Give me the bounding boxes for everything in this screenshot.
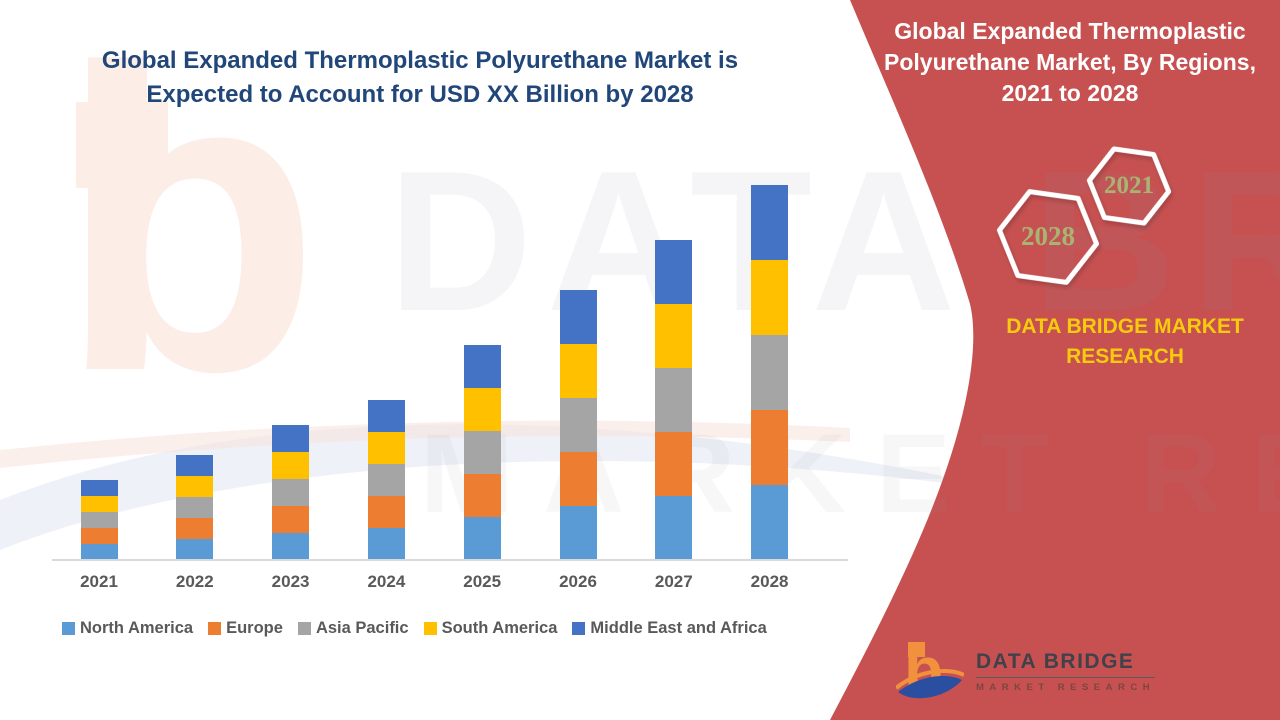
x-axis-label-2022: 2022 — [175, 572, 214, 591]
hexagon-2028 — [996, 189, 1100, 285]
bar-segment-2025-middle-east-and-africa — [463, 345, 501, 388]
bar-segment-2025-asia-pacific — [463, 431, 501, 474]
bar-segment-2028-asia-pacific — [751, 335, 789, 410]
bar-segment-2025-europe — [463, 474, 501, 517]
x-axis-label-2026: 2026 — [559, 572, 597, 591]
bar-segment-2023-middle-east-and-africa — [272, 425, 310, 452]
bar-segment-2021-south-america — [80, 496, 118, 512]
bar-segment-2026-south-america — [559, 344, 597, 398]
legend-swatch-north-america — [62, 622, 75, 635]
watermark-text-data-bridge: DATA BRIDGE — [388, 130, 1280, 353]
bar-segment-2024-europe — [367, 496, 405, 528]
side-panel-heading: Global Expanded Thermoplastic Polyuretha… — [884, 18, 1256, 106]
bar-segment-2025-north-america — [463, 517, 501, 560]
legend-item-north-america: North America — [62, 619, 193, 638]
x-axis-label-2021: 2021 — [80, 572, 118, 591]
bar-segment-2022-europe — [176, 518, 214, 539]
legend-swatch-middle-east-and-africa — [572, 622, 586, 635]
bar-segment-2021-north-america — [80, 544, 118, 560]
chart-legend: North America Europe Asia Pacific South Ame… — [62, 619, 767, 638]
bar-segment-2023-asia-pacific — [272, 479, 310, 506]
legend-label-south-america: South America — [441, 619, 558, 637]
bar-segment-2022-middle-east-and-africa — [176, 455, 214, 476]
bar-segment-2028-middle-east-and-africa — [751, 185, 789, 260]
legend-item-middle-east-and-africa: Middle East and Africa — [572, 619, 767, 638]
badge-year-2021: 2021 — [1104, 172, 1154, 199]
bar-segment-2026-north-america — [559, 506, 597, 560]
x-axis-label-2023: 2023 — [271, 572, 310, 591]
bar-segment-2026-middle-east-and-africa — [559, 290, 597, 344]
bar-segment-2023-europe — [272, 506, 310, 533]
data-bridge-logo-icon: b — [894, 634, 965, 708]
bar-segment-2021-middle-east-and-africa — [80, 480, 118, 496]
bar-segment-2022-north-america — [176, 539, 214, 560]
legend-swatch-asia-pacific — [297, 622, 311, 635]
x-axis-label-2024: 2024 — [367, 572, 406, 591]
bar-segment-2024-south-america — [367, 432, 405, 464]
bar-segment-2028-south-america — [751, 260, 789, 335]
legend-swatch-south-america — [423, 622, 437, 635]
brand-text-line1: DATA BRIDGE MARKET — [1006, 315, 1244, 338]
watermark-b-logo-block — [76, 102, 168, 188]
hexagon-2021 — [1086, 146, 1172, 226]
logo-name: DATA BRIDGE — [976, 650, 1156, 678]
bar-segment-2025-south-america — [463, 388, 501, 431]
logo-tagline: MARKET RESEARCH — [976, 681, 1156, 693]
legend-label-north-america: North America — [80, 619, 194, 637]
bar-segment-2023-south-america — [272, 452, 310, 479]
data-bridge-logo: b DATA BRIDGE MARKET RESEARCH — [894, 634, 1156, 708]
legend-item-asia-pacific: Asia Pacific — [297, 619, 409, 638]
legend-item-europe: Europe — [208, 619, 283, 638]
watermark-band — [0, 420, 850, 468]
bar-segment-2021-europe — [80, 528, 118, 544]
bar-segment-2024-north-america — [367, 528, 405, 560]
bar-segment-2021-asia-pacific — [80, 512, 118, 528]
brand-text-line2: RESEARCH — [1066, 345, 1184, 368]
bar-segment-2028-north-america — [751, 485, 789, 560]
bar-segment-2023-north-america — [272, 533, 310, 560]
bar-segment-2026-europe — [559, 452, 597, 506]
brand-text: DATA BRIDGE MARKET RESEARCH — [960, 312, 1280, 372]
logo-text: DATA BRIDGE MARKET RESEARCH — [976, 650, 1156, 693]
bar-segment-2027-europe — [655, 432, 693, 496]
badge-year-2028: 2028 — [1021, 221, 1075, 251]
x-axis-label-2027: 2027 — [654, 572, 693, 591]
bar-segment-2027-asia-pacific — [655, 368, 693, 432]
bar-segment-2027-north-america — [655, 496, 693, 560]
bar-segment-2022-asia-pacific — [176, 497, 214, 518]
watermark-b-logo: b — [58, 0, 321, 461]
bar-segment-2027-south-america — [655, 304, 693, 368]
x-axis-line — [52, 559, 848, 561]
hexagon-badges — [996, 146, 1172, 285]
bar-segment-2024-middle-east-and-africa — [367, 400, 405, 432]
x-axis-label-2028: 2028 — [750, 572, 789, 591]
legend-item-south-america: South America — [423, 619, 558, 638]
legend-label-asia-pacific: Asia Pacific — [315, 619, 409, 637]
chart-title: Global Expanded Thermoplastic Polyuretha… — [101, 47, 739, 108]
bar-segment-2027-middle-east-and-africa — [655, 240, 693, 304]
legend-label-europe: Europe — [226, 619, 283, 637]
bar-segment-2024-asia-pacific — [367, 464, 405, 496]
legend-label-middle-east-and-africa: Middle East and Africa — [590, 619, 767, 637]
bar-segment-2028-europe — [751, 410, 789, 485]
x-axis-label-2025: 2025 — [463, 572, 502, 591]
bar-segment-2026-asia-pacific — [559, 398, 597, 452]
bar-segment-2022-south-america — [176, 476, 214, 497]
legend-swatch-europe — [208, 622, 222, 635]
